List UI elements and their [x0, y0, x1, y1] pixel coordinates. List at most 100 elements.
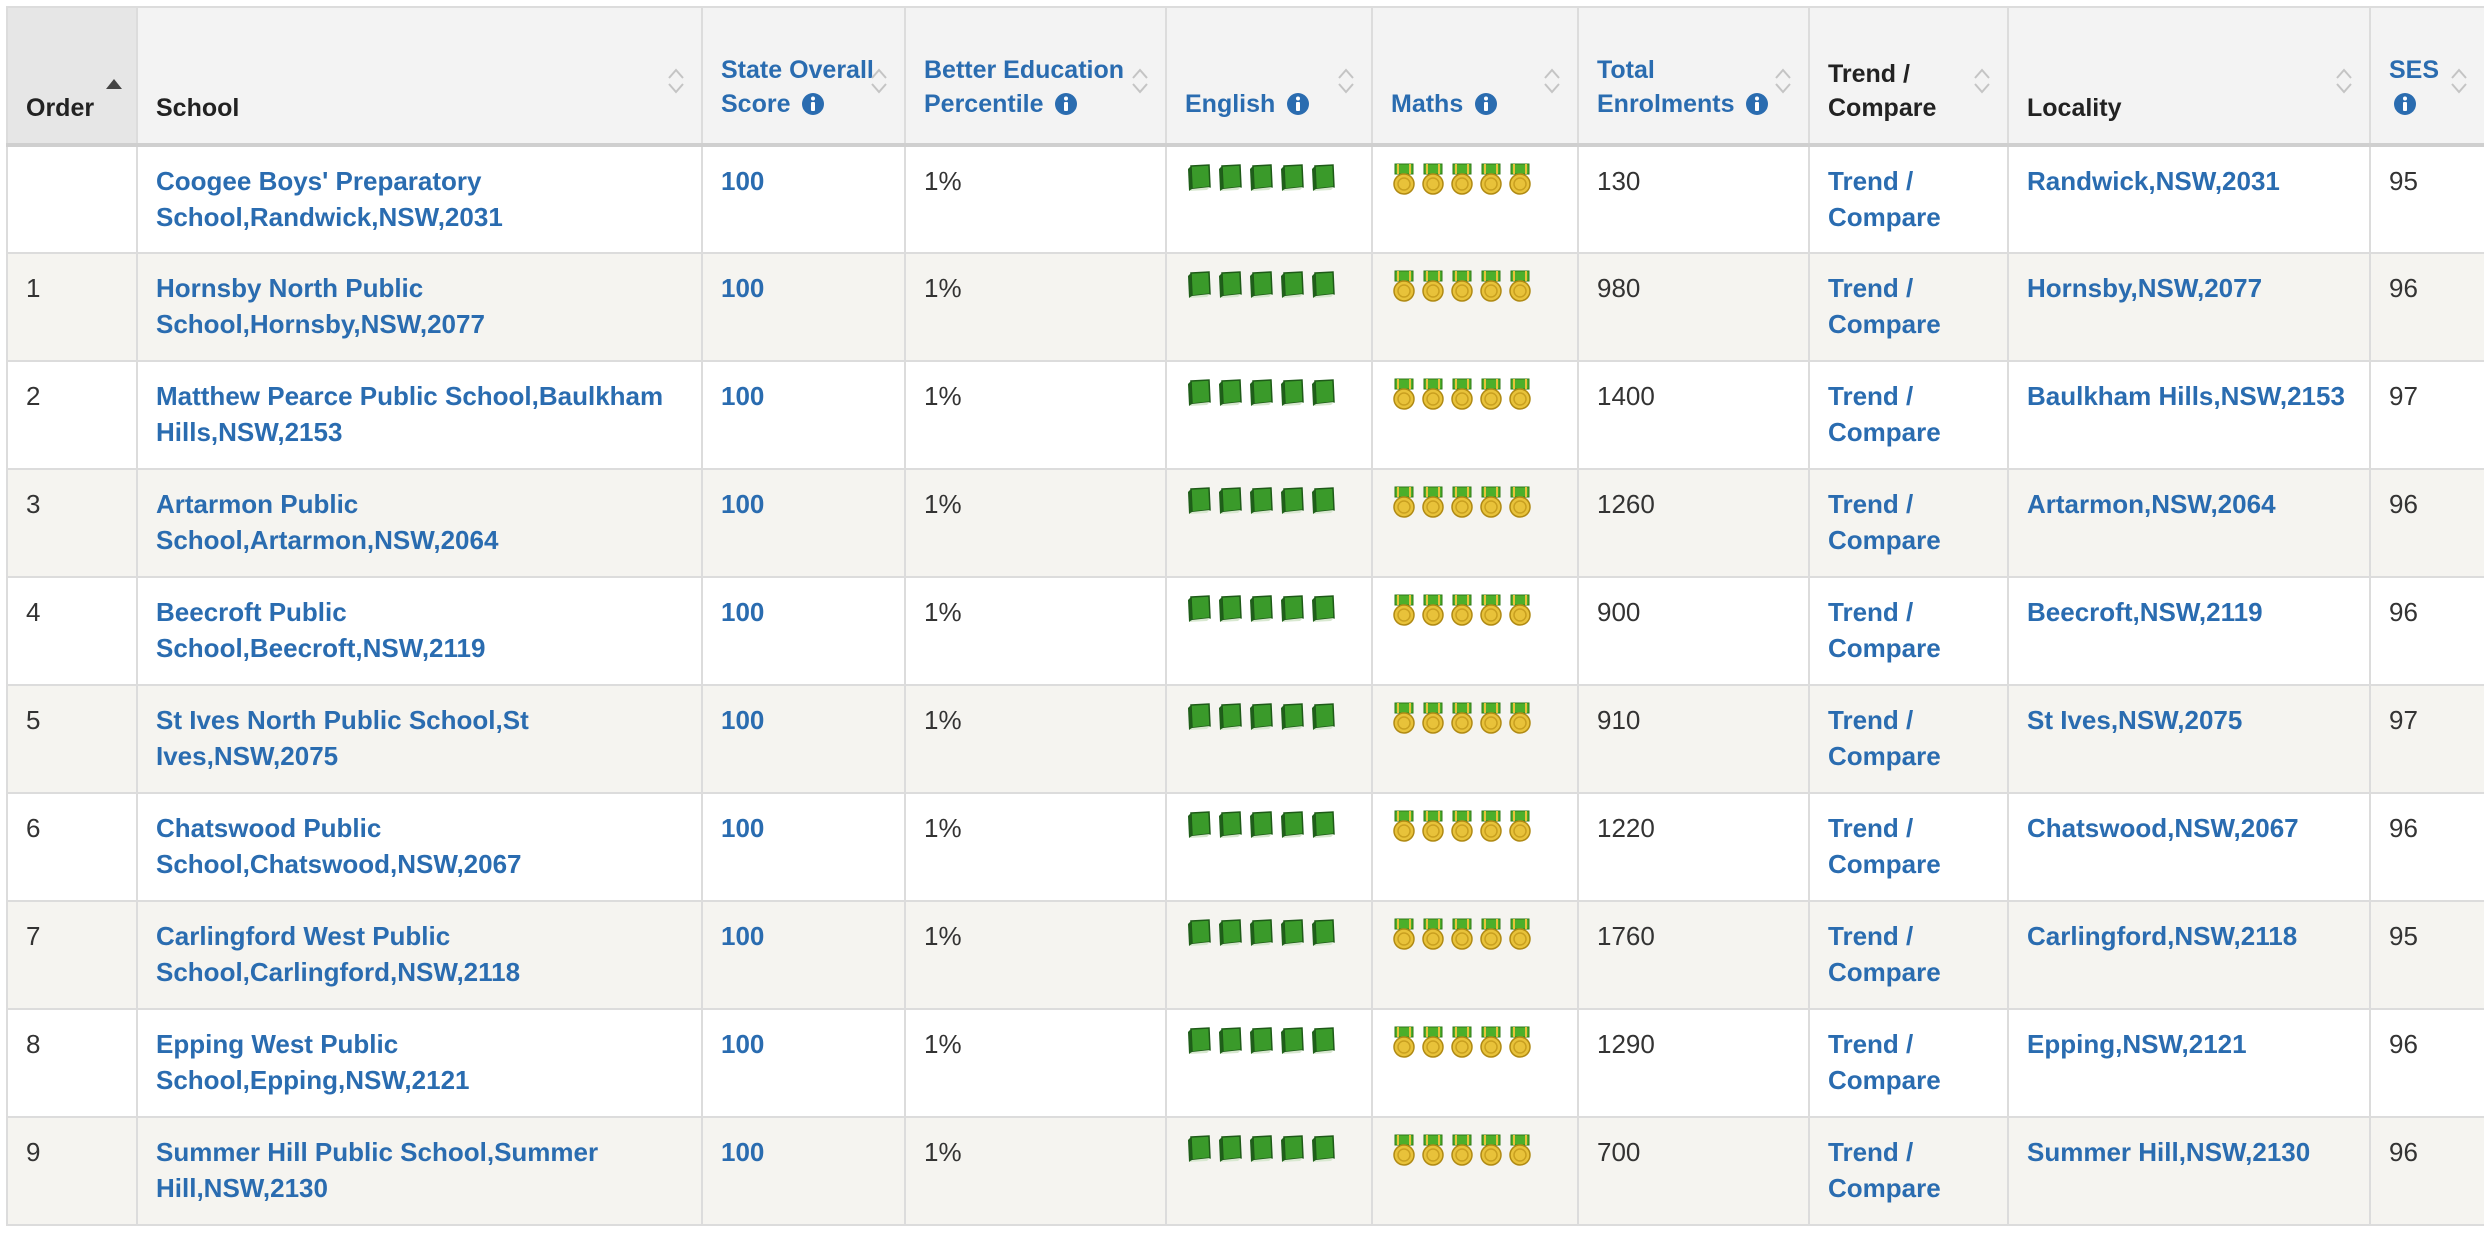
- info-icon[interactable]: [801, 91, 825, 125]
- school-link[interactable]: Summer Hill Public School,Summer Hill,NS…: [156, 1137, 599, 1203]
- book-icon: [1216, 1026, 1244, 1065]
- trend-compare-link[interactable]: Trend / Compare: [1828, 273, 1941, 339]
- column-header-english[interactable]: English: [1165, 6, 1373, 146]
- state-score-link[interactable]: 100: [721, 705, 765, 735]
- locality-cell: Hornsby,NSW,2077: [2007, 252, 2371, 362]
- school-link[interactable]: Matthew Pearce Public School,Baulkham Hi…: [156, 381, 664, 447]
- ses-cell: 97: [2369, 684, 2484, 794]
- school-link[interactable]: Chatswood Public School,Chatswood,NSW,20…: [156, 813, 522, 879]
- ses-value: 97: [2389, 381, 2418, 411]
- school-cell: Matthew Pearce Public School,Baulkham Hi…: [136, 360, 703, 470]
- state-score-link[interactable]: 100: [721, 166, 765, 196]
- column-header-order[interactable]: Order: [6, 6, 138, 146]
- school-cell: St Ives North Public School,St Ives,NSW,…: [136, 684, 703, 794]
- info-icon[interactable]: [1286, 91, 1310, 125]
- state-score-link[interactable]: 100: [721, 597, 765, 627]
- table-row: 8 Epping West Public School,Epping,NSW,2…: [6, 1008, 2484, 1118]
- book-icon: [1247, 1026, 1275, 1065]
- column-header-ses[interactable]: SES: [2369, 6, 2484, 146]
- trend-cell: Trend / Compare: [1808, 900, 2009, 1010]
- medal-icon: [1449, 163, 1475, 206]
- ses-value: 96: [2389, 813, 2418, 843]
- english-rating: [1185, 702, 1353, 741]
- state-score-link[interactable]: 100: [721, 489, 765, 519]
- column-header-trend[interactable]: Trend / Compare: [1808, 6, 2009, 146]
- book-icon: [1309, 918, 1337, 957]
- school-link[interactable]: St Ives North Public School,St Ives,NSW,…: [156, 705, 529, 771]
- state-score-link[interactable]: 100: [721, 273, 765, 303]
- medal-icon: [1507, 1026, 1533, 1069]
- medal-icon: [1449, 918, 1475, 961]
- percentile-value: 1%: [924, 1029, 962, 1059]
- book-icon: [1247, 810, 1275, 849]
- trend-compare-link[interactable]: Trend / Compare: [1828, 1029, 1941, 1095]
- enrolments-value: 130: [1597, 166, 1641, 196]
- percentile-cell: 1%: [904, 252, 1167, 362]
- column-header-school[interactable]: School: [136, 6, 703, 146]
- trend-compare-link[interactable]: Trend / Compare: [1828, 489, 1941, 555]
- info-icon[interactable]: [1474, 91, 1498, 125]
- trend-compare-link[interactable]: Trend / Compare: [1828, 921, 1941, 987]
- state-score-link[interactable]: 100: [721, 381, 765, 411]
- trend-compare-link[interactable]: Trend / Compare: [1828, 1137, 1941, 1203]
- book-icon: [1216, 163, 1244, 202]
- state-score-link[interactable]: 100: [721, 813, 765, 843]
- state-score-link[interactable]: 100: [721, 921, 765, 951]
- column-header-state-score[interactable]: State Overall Score: [701, 6, 906, 146]
- locality-link[interactable]: Carlingford,NSW,2118: [2027, 921, 2298, 951]
- state-score-link[interactable]: 100: [721, 1137, 765, 1167]
- ses-value: 95: [2389, 166, 2418, 196]
- school-cell: Artarmon Public School,Artarmon,NSW,2064: [136, 468, 703, 578]
- percentile-cell: 1%: [904, 360, 1167, 470]
- state-score-cell: 100: [701, 1116, 906, 1226]
- school-link[interactable]: Epping West Public School,Epping,NSW,212…: [156, 1029, 470, 1095]
- medal-icon: [1478, 702, 1504, 745]
- book-icon: [1278, 810, 1306, 849]
- state-score-link[interactable]: 100: [721, 1029, 765, 1059]
- column-header-label: English: [1185, 90, 1276, 118]
- percentile-value: 1%: [924, 273, 962, 303]
- column-header-enrolments[interactable]: Total Enrolments: [1577, 6, 1810, 146]
- info-icon[interactable]: [1745, 91, 1769, 125]
- school-link[interactable]: Carlingford West Public School,Carlingfo…: [156, 921, 521, 987]
- locality-link[interactable]: St Ives,NSW,2075: [2027, 705, 2243, 735]
- column-header-label: Trend / Compare: [1828, 60, 1937, 122]
- trend-compare-link[interactable]: Trend / Compare: [1828, 166, 1941, 232]
- trend-compare-link[interactable]: Trend / Compare: [1828, 597, 1941, 663]
- trend-compare-link[interactable]: Trend / Compare: [1828, 813, 1941, 879]
- enrolments-value: 1760: [1597, 921, 1655, 951]
- info-icon[interactable]: [2393, 91, 2417, 125]
- school-link[interactable]: Beecroft Public School,Beecroft,NSW,2119: [156, 597, 486, 663]
- percentile-cell: 1%: [904, 144, 1167, 254]
- info-icon[interactable]: [1054, 91, 1078, 125]
- locality-link[interactable]: Hornsby,NSW,2077: [2027, 273, 2263, 303]
- locality-link[interactable]: Randwick,NSW,2031: [2027, 166, 2280, 196]
- locality-cell: Chatswood,NSW,2067: [2007, 792, 2371, 902]
- school-link[interactable]: Coogee Boys' Preparatory School,Randwick…: [156, 166, 503, 232]
- medal-icon: [1507, 918, 1533, 961]
- locality-link[interactable]: Artarmon,NSW,2064: [2027, 489, 2276, 519]
- school-link[interactable]: Artarmon Public School,Artarmon,NSW,2064: [156, 489, 499, 555]
- book-icon: [1185, 163, 1213, 202]
- locality-link[interactable]: Chatswood,NSW,2067: [2027, 813, 2299, 843]
- medal-icon: [1420, 1134, 1446, 1177]
- ses-cell: 97: [2369, 360, 2484, 470]
- english-rating: [1185, 270, 1353, 309]
- trend-cell: Trend / Compare: [1808, 1116, 2009, 1226]
- locality-link[interactable]: Beecroft,NSW,2119: [2027, 597, 2263, 627]
- trend-cell: Trend / Compare: [1808, 144, 2009, 254]
- trend-compare-link[interactable]: Trend / Compare: [1828, 705, 1941, 771]
- school-ranking-table: Order School State Overall Score Better …: [6, 6, 2484, 1226]
- column-header-maths[interactable]: Maths: [1371, 6, 1579, 146]
- school-link[interactable]: Hornsby North Public School,Hornsby,NSW,…: [156, 273, 485, 339]
- locality-link[interactable]: Baulkham Hills,NSW,2153: [2027, 381, 2345, 411]
- medal-icon: [1391, 486, 1417, 529]
- column-header-percentile[interactable]: Better Education Percentile: [904, 6, 1167, 146]
- order-value: 2: [26, 381, 41, 411]
- locality-link[interactable]: Summer Hill,NSW,2130: [2027, 1137, 2311, 1167]
- english-rating: [1185, 594, 1353, 633]
- column-header-locality[interactable]: Locality: [2007, 6, 2371, 146]
- trend-compare-link[interactable]: Trend / Compare: [1828, 381, 1941, 447]
- medal-icon: [1420, 918, 1446, 961]
- locality-link[interactable]: Epping,NSW,2121: [2027, 1029, 2247, 1059]
